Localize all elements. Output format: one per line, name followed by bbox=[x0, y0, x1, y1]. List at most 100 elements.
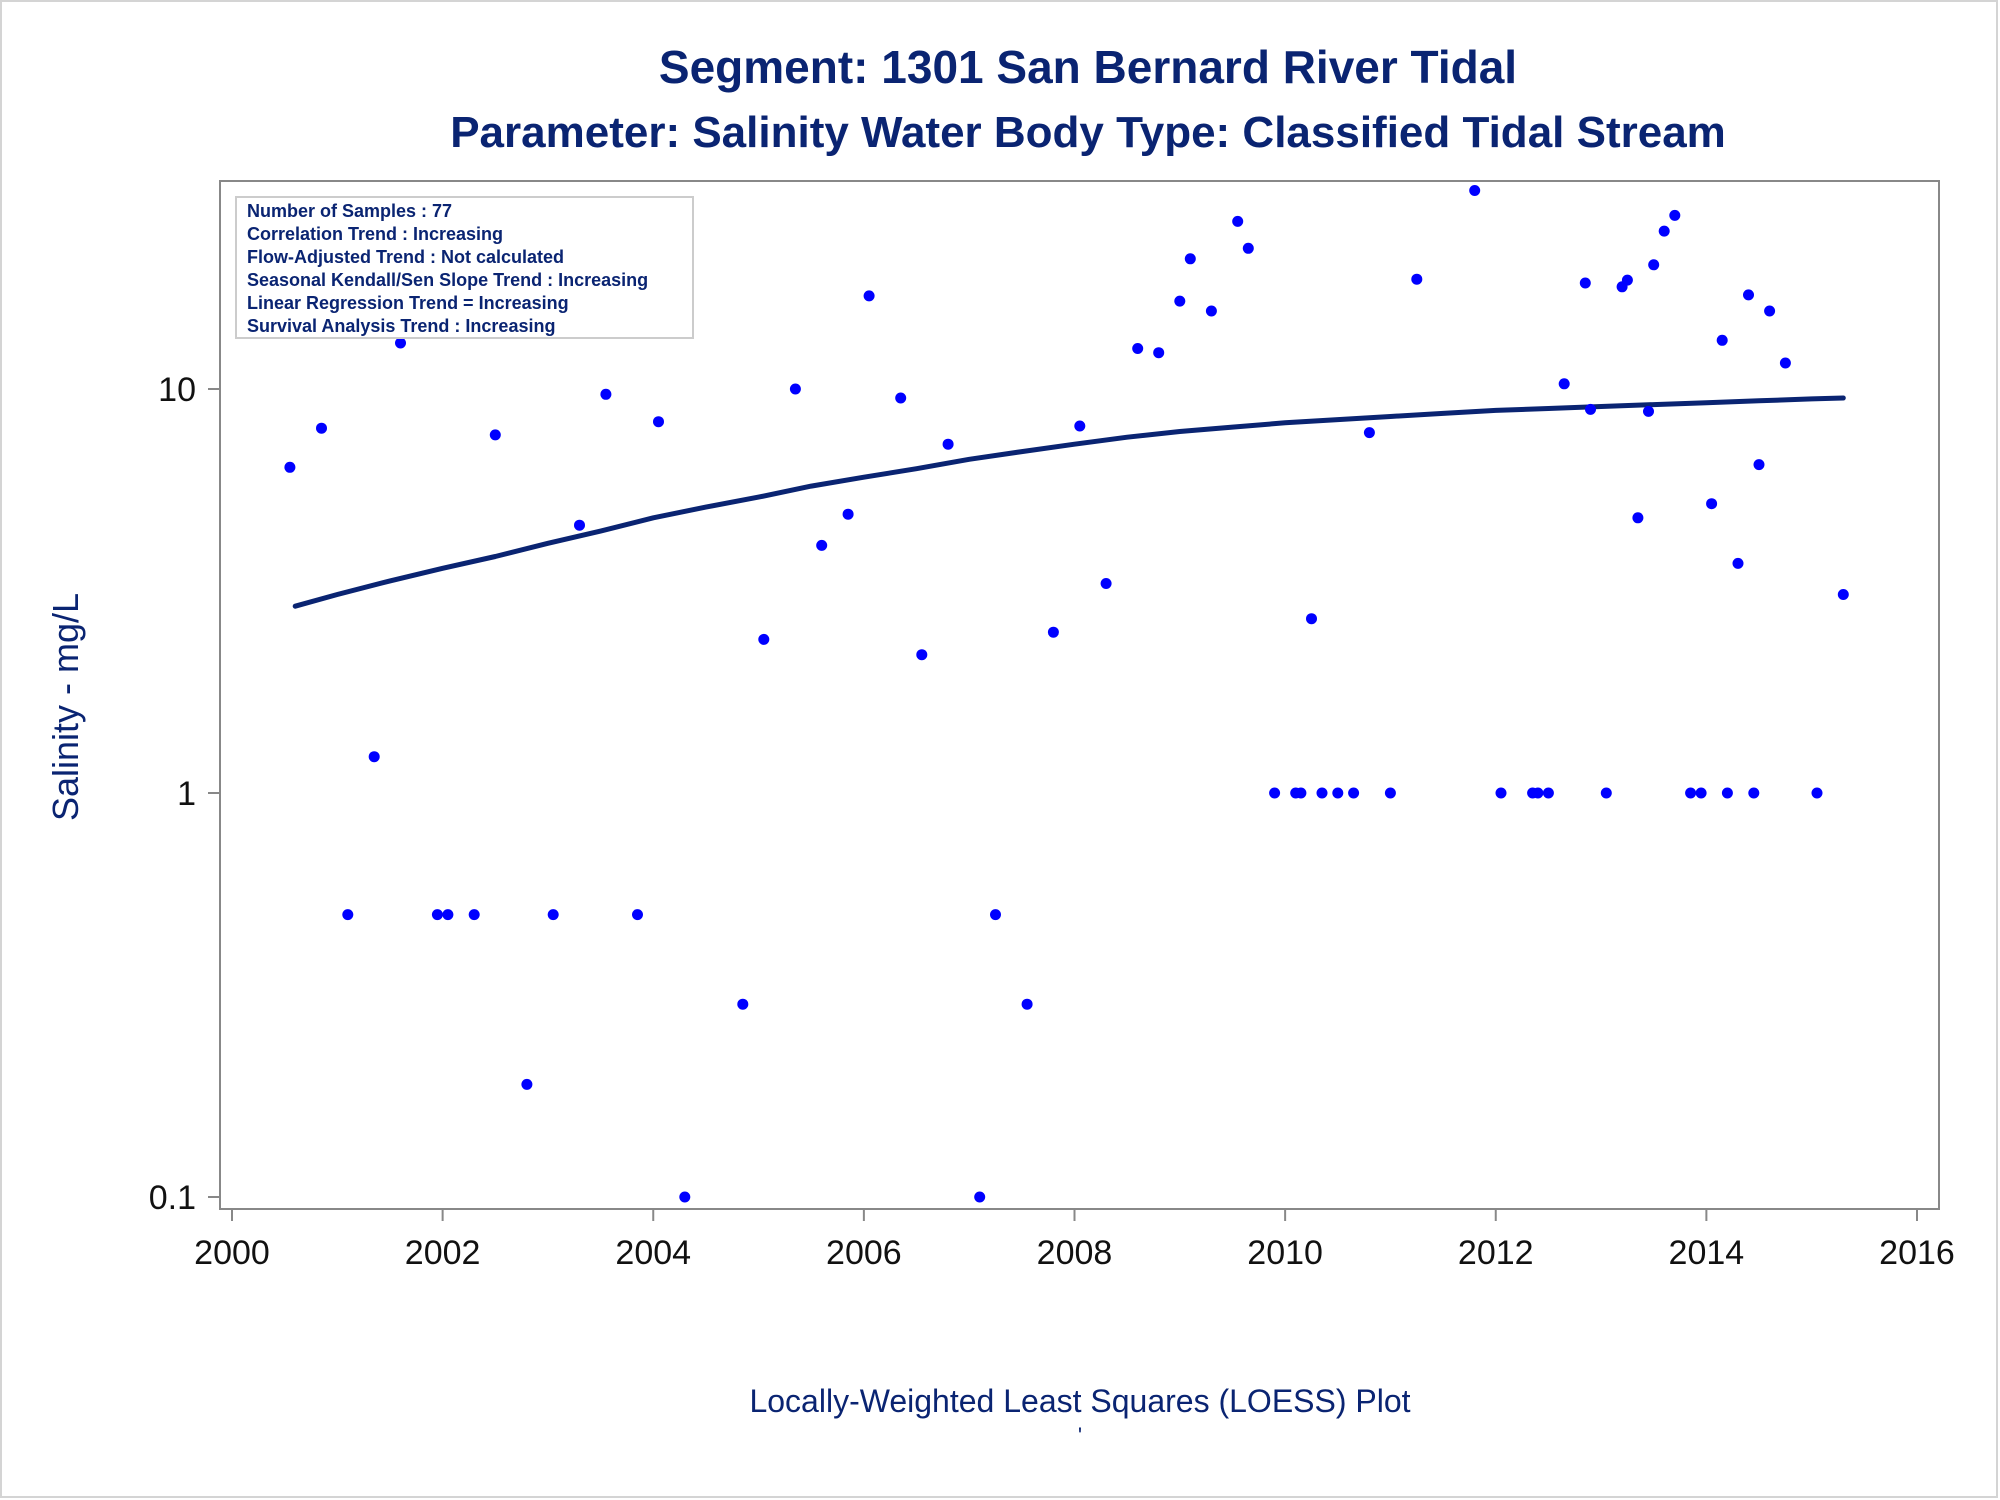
info-box-border bbox=[235, 196, 694, 339]
x-axis: 2000 2002 2004 2006 2008 2010 2012 2014 2016 bbox=[194, 1209, 1955, 1272]
info-box-line: Correlation Trend : Increasing bbox=[247, 224, 503, 244]
data-point bbox=[1269, 787, 1281, 799]
data-point bbox=[1232, 215, 1244, 227]
data-point bbox=[521, 1078, 533, 1090]
x-tick-label: 2014 bbox=[1669, 1234, 1745, 1272]
data-point bbox=[1837, 589, 1849, 600]
plot-area bbox=[219, 180, 1940, 1210]
data-point bbox=[1685, 787, 1697, 799]
loess-line bbox=[292, 395, 1846, 609]
data-point bbox=[600, 388, 612, 400]
data-point bbox=[1306, 613, 1317, 625]
info-box-line: Number of Samples : 77 bbox=[247, 201, 452, 221]
data-point bbox=[1558, 378, 1570, 390]
x-tick-label: 2002 bbox=[405, 1234, 481, 1272]
data-point bbox=[1695, 787, 1707, 799]
y-tick-label: 1 bbox=[177, 775, 196, 813]
data-point bbox=[1205, 305, 1217, 317]
data-point bbox=[758, 633, 770, 645]
data-point bbox=[1658, 225, 1670, 237]
data-point bbox=[1764, 305, 1776, 317]
chart-title: Segment: 1301 San Bernard River Tidal bbox=[659, 41, 1517, 93]
y-axis-label: Salinity - mg/L bbox=[45, 593, 86, 821]
data-point bbox=[1648, 259, 1660, 271]
x-tick-label: 2010 bbox=[1247, 1234, 1323, 1272]
info-box: Number of Samples : 77 Correlation Trend … bbox=[235, 196, 694, 339]
data-point bbox=[679, 1191, 691, 1203]
data-point bbox=[1542, 787, 1554, 799]
data-point bbox=[1384, 787, 1396, 799]
data-point bbox=[316, 422, 327, 434]
x-tick-label: 2000 bbox=[194, 1234, 270, 1272]
data-point bbox=[1743, 289, 1754, 301]
data-point bbox=[368, 751, 380, 763]
data-point bbox=[942, 438, 954, 450]
data-point bbox=[1132, 343, 1144, 354]
data-point bbox=[489, 429, 501, 441]
loess-curve-layer bbox=[292, 395, 1846, 609]
x-tick-label: 2016 bbox=[1879, 1234, 1955, 1272]
data-point bbox=[395, 337, 406, 349]
data-point bbox=[816, 539, 828, 551]
data-point bbox=[916, 649, 928, 661]
info-box-line: Survival Analysis Trend : Increasing bbox=[247, 316, 555, 336]
data-point bbox=[1811, 787, 1823, 799]
footnote-mark: ' bbox=[1078, 1423, 1082, 1448]
data-point bbox=[974, 1191, 986, 1203]
data-point bbox=[737, 998, 749, 1010]
data-point bbox=[342, 909, 354, 921]
data-point bbox=[789, 383, 801, 395]
info-box-line: Linear Regression Trend = Increasing bbox=[247, 293, 569, 313]
data-point bbox=[431, 909, 443, 921]
info-box-lines: Number of Samples : 77 Correlation Trend … bbox=[247, 201, 648, 336]
data-point bbox=[1732, 557, 1744, 569]
scatter-points-layer bbox=[284, 185, 1849, 1203]
data-point bbox=[1779, 357, 1791, 369]
data-point bbox=[1469, 185, 1481, 196]
data-point bbox=[1532, 787, 1544, 799]
data-point bbox=[1706, 498, 1718, 510]
data-point bbox=[1348, 787, 1360, 799]
data-point bbox=[1748, 787, 1760, 799]
y-tick-label: 10 bbox=[158, 371, 196, 409]
data-point bbox=[1721, 787, 1733, 799]
x-axis-label: Locally-Weighted Least Squares (LOESS) P… bbox=[749, 1383, 1410, 1419]
data-point bbox=[842, 508, 854, 520]
data-point bbox=[1242, 242, 1254, 254]
data-point bbox=[1074, 420, 1086, 432]
info-box-line: Flow-Adjusted Trend : Not calculated bbox=[247, 247, 564, 267]
data-point bbox=[863, 290, 875, 302]
data-point bbox=[1495, 787, 1507, 799]
data-point bbox=[1021, 998, 1033, 1010]
chart-subtitle: Parameter: Salinity Water Body Type: Cla… bbox=[450, 108, 1726, 157]
data-point bbox=[1153, 347, 1165, 359]
data-point bbox=[1716, 334, 1728, 346]
x-tick-label: 2006 bbox=[826, 1234, 902, 1272]
data-point bbox=[1184, 253, 1196, 265]
info-box-line: Seasonal Kendall/Sen Slope Trend : Incre… bbox=[247, 270, 648, 290]
data-point bbox=[1363, 427, 1375, 439]
y-tick-label: 0.1 bbox=[149, 1179, 196, 1217]
data-point bbox=[632, 909, 643, 921]
data-point bbox=[1643, 405, 1654, 417]
data-point bbox=[547, 909, 559, 921]
y-axis: 0.1 1 10 bbox=[149, 371, 220, 1217]
data-point bbox=[1174, 295, 1186, 307]
data-point bbox=[1332, 787, 1344, 799]
data-point bbox=[990, 909, 1001, 921]
data-point bbox=[1585, 403, 1596, 415]
data-point bbox=[468, 909, 480, 921]
x-tick-label: 2008 bbox=[1037, 1234, 1113, 1272]
data-point bbox=[1753, 459, 1765, 471]
data-point bbox=[1295, 787, 1307, 799]
data-point bbox=[574, 519, 585, 531]
x-tick-label: 2004 bbox=[615, 1234, 691, 1272]
data-point bbox=[895, 392, 907, 404]
data-point bbox=[1047, 626, 1059, 638]
data-point bbox=[1621, 274, 1633, 286]
data-point bbox=[1579, 277, 1591, 289]
data-point bbox=[1632, 512, 1644, 524]
data-point bbox=[284, 461, 296, 473]
